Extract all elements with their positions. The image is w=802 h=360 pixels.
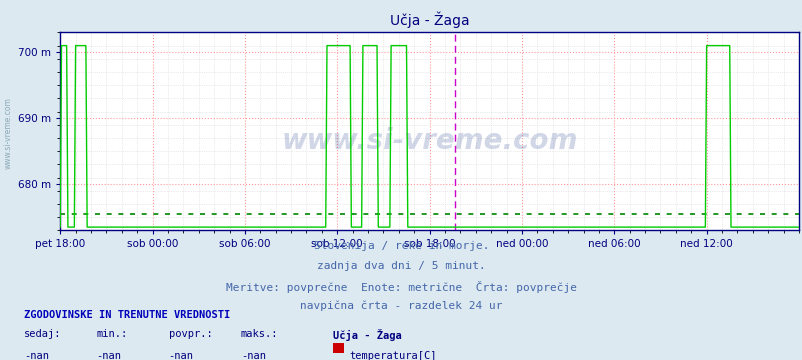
Text: ZGODOVINSKE IN TRENUTNE VREDNOSTI: ZGODOVINSKE IN TRENUTNE VREDNOSTI xyxy=(24,310,230,320)
Text: www.si-vreme.com: www.si-vreme.com xyxy=(3,97,13,169)
Text: min.:: min.: xyxy=(96,329,128,339)
Text: Slovenija / reke in morje.: Slovenija / reke in morje. xyxy=(314,241,488,251)
Text: -nan: -nan xyxy=(168,351,193,360)
Text: maks.:: maks.: xyxy=(241,329,278,339)
Text: povpr.:: povpr.: xyxy=(168,329,212,339)
Text: Meritve: povprečne  Enote: metrične  Črta: povprečje: Meritve: povprečne Enote: metrične Črta:… xyxy=(225,281,577,293)
Text: -nan: -nan xyxy=(96,351,121,360)
Text: Učja - Žaga: Učja - Žaga xyxy=(333,329,402,341)
Text: temperatura[C]: temperatura[C] xyxy=(349,351,436,360)
Text: navpična črta - razdelek 24 ur: navpična črta - razdelek 24 ur xyxy=(300,301,502,311)
Text: -nan: -nan xyxy=(24,351,49,360)
Text: sedaj:: sedaj: xyxy=(24,329,62,339)
Text: -nan: -nan xyxy=(241,351,265,360)
Text: zadnja dva dni / 5 minut.: zadnja dva dni / 5 minut. xyxy=(317,261,485,271)
Title: Učja - Žaga: Učja - Žaga xyxy=(389,12,469,28)
Text: www.si-vreme.com: www.si-vreme.com xyxy=(281,127,577,155)
